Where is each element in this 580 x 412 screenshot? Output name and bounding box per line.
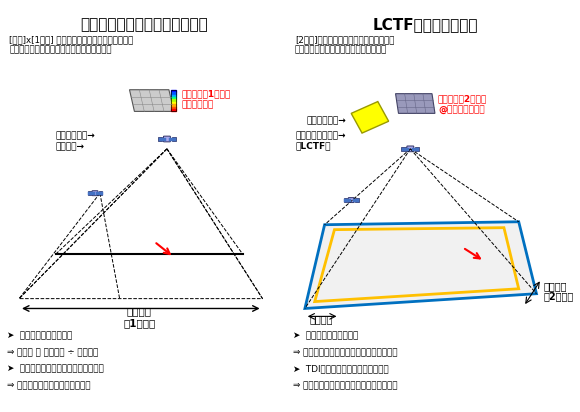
- Bar: [344, 198, 347, 202]
- Bar: [171, 104, 176, 107]
- Text: 瞬間視野（2次元）
@指定波長の画像: 瞬間視野（2次元） @指定波長の画像: [438, 95, 487, 114]
- Bar: [171, 94, 176, 97]
- FancyBboxPatch shape: [348, 198, 354, 203]
- Text: 瞬時視野
（1次元）: 瞬時視野 （1次元）: [123, 307, 155, 328]
- Bar: [171, 99, 176, 102]
- Polygon shape: [129, 90, 174, 111]
- Polygon shape: [396, 94, 435, 113]
- Bar: [171, 92, 176, 94]
- Text: 瞬時視野: 瞬時視野: [310, 314, 334, 324]
- Bar: [171, 97, 176, 99]
- Bar: [99, 192, 103, 195]
- Bar: [171, 102, 176, 104]
- Bar: [88, 192, 91, 195]
- Text: 回折格子→: 回折格子→: [56, 142, 85, 151]
- Text: （進行方向の空間分解は露光間隔で決まる）: （進行方向の空間分解は露光間隔で決まる）: [9, 45, 112, 54]
- Text: ➤  瞬時視野のスペクトルは照度が低い: ➤ 瞬時視野のスペクトルは照度が低い: [8, 365, 104, 374]
- Bar: [158, 137, 162, 141]
- FancyBboxPatch shape: [164, 136, 171, 142]
- Text: ➤  空間分解能に制約あり: ➤ 空間分解能に制約あり: [8, 331, 73, 340]
- Text: エリアセンサ→: エリアセンサ→: [56, 131, 95, 140]
- Text: 波長切り替えでスペクトル情報を取得）: 波長切り替えでスペクトル情報を取得）: [295, 45, 387, 54]
- Text: LCTF分光イメージャ: LCTF分光イメージャ: [372, 17, 478, 32]
- Text: エリアセンサ→: エリアセンサ→: [307, 116, 347, 125]
- Bar: [171, 90, 176, 92]
- Bar: [172, 137, 176, 141]
- Text: ⇒ 瞬時視野の重なり部分がスペクトル画像: ⇒ 瞬時視野の重なり部分がスペクトル画像: [293, 348, 398, 357]
- Polygon shape: [305, 222, 536, 309]
- Text: ➤  TDIは衛星進行と電荷転送を同期: ➤ TDIは衛星進行と電荷転送を同期: [293, 365, 389, 374]
- FancyBboxPatch shape: [92, 191, 98, 196]
- Text: グレーティング分光イメージャ: グレーティング分光イメージャ: [81, 17, 208, 32]
- Text: [2次元]の単色画像を記録（フィルターの: [2次元]の単色画像を記録（フィルターの: [295, 35, 394, 44]
- Text: ➤  波長分解能に制約あり: ➤ 波長分解能に制約あり: [293, 331, 358, 340]
- Text: 波長可変フィルタ→
（LCTF）: 波長可変フィルタ→ （LCTF）: [295, 131, 346, 150]
- Polygon shape: [351, 101, 389, 133]
- Text: ⇒ 原理的に露光時間に制約がある: ⇒ 原理的に露光時間に制約がある: [8, 382, 91, 391]
- Text: （2次元）: （2次元）: [543, 292, 574, 302]
- Text: ⇒ 空間分解能を維持したまま露光を補える: ⇒ 空間分解能を維持したまま露光を補える: [293, 382, 398, 391]
- Text: [波長]x[1次元] 空間における輝度分布を逐次記録: [波長]x[1次元] 空間における輝度分布を逐次記録: [9, 35, 133, 44]
- FancyBboxPatch shape: [407, 146, 414, 152]
- Bar: [401, 147, 405, 151]
- Text: 瞬間視野（1次元）
のスペクトル: 瞬間視野（1次元） のスペクトル: [182, 90, 231, 109]
- Bar: [355, 198, 358, 202]
- Bar: [171, 109, 176, 111]
- Bar: [415, 147, 419, 151]
- Bar: [171, 107, 176, 109]
- Text: 瞬時視野: 瞬時視野: [543, 281, 567, 291]
- Text: ⇒ 分解能 ＝ 対地速度 ÷ 撮影周期: ⇒ 分解能 ＝ 対地速度 ÷ 撮影周期: [8, 348, 99, 357]
- Bar: [171, 90, 176, 111]
